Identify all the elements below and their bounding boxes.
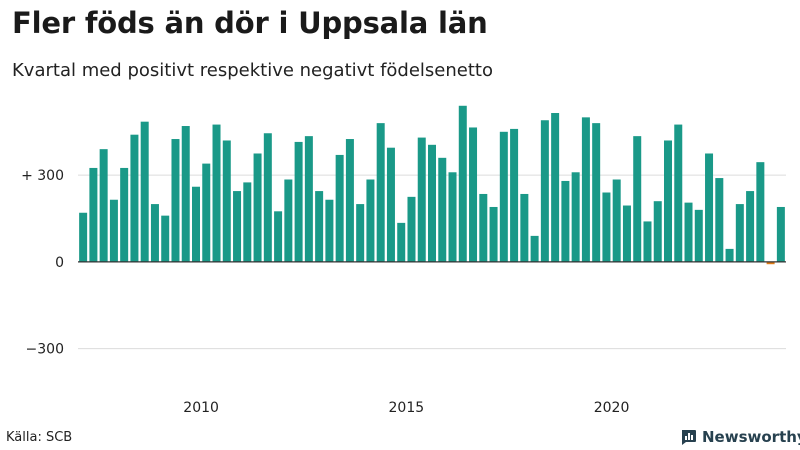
bar [633,136,642,262]
bar [274,211,283,262]
bar [705,153,714,262]
bar [140,121,149,262]
bar [725,248,734,262]
bar [407,196,416,262]
y-tick-label: 0 [55,255,64,271]
bar [479,193,488,262]
bar [458,105,467,262]
bar [469,127,478,262]
bar [674,124,683,262]
bar [79,212,88,262]
bar [212,124,221,262]
x-tick-label: 2020 [594,400,630,416]
bar [130,134,139,262]
bar [120,167,129,262]
bar [664,140,672,262]
bar [356,204,365,262]
y-tick-label: + 300 [21,168,64,184]
bar [571,172,580,262]
bar [181,126,190,262]
label-layer: + 300 0 −300 2010 2015 2020 [21,168,629,416]
x-tick-label: 2010 [183,400,219,416]
bar [510,128,519,262]
bar [192,186,200,262]
bar [438,157,447,262]
bar [89,167,98,262]
bar [684,202,693,262]
bar [746,191,755,262]
bar [499,131,508,262]
bar [150,204,159,262]
bar [243,182,252,262]
brand-logo: Newsworthy [680,428,800,446]
bar [315,191,324,262]
bar [530,235,539,262]
bar [520,193,529,262]
bar [386,147,395,262]
brand-name: Newsworthy [702,428,800,446]
bar [428,144,436,262]
bar [612,179,621,262]
bar [643,221,652,262]
bar [602,192,611,262]
bar [653,201,662,262]
bar [735,204,744,262]
bar [202,163,211,262]
bar [304,136,313,262]
bar [417,137,426,262]
bar [397,222,406,262]
bar [335,154,344,262]
bar [376,123,385,262]
bar [766,261,775,265]
bar [540,120,549,262]
bar [622,205,631,262]
bar [325,199,334,262]
bar [99,149,108,262]
bar [263,133,272,262]
bar [233,191,242,262]
chart-title: Fler föds än dör i Uppsala län [12,6,488,40]
bar [776,206,785,262]
bar [345,139,354,262]
bar [253,153,262,262]
bar [284,179,293,262]
bar [756,162,765,262]
source-label: Källa: SCB [6,430,73,445]
chart-subtitle: Kvartal med positivt respektive negativt… [12,60,493,81]
bar [109,199,118,262]
bar [448,172,457,262]
bar [222,140,231,262]
bar-layer [79,105,785,265]
bar [581,117,590,262]
bar [489,206,498,262]
bar [551,113,560,262]
bar [294,141,303,262]
bar [592,123,601,262]
bar [715,178,724,262]
x-tick-label: 2015 [389,400,425,416]
bar [561,180,570,262]
newsworthy-logo-icon [682,429,696,445]
bar [694,209,703,262]
bar [161,215,170,262]
bar [366,179,375,262]
y-tick-label: −300 [26,342,64,358]
bar [171,139,180,262]
